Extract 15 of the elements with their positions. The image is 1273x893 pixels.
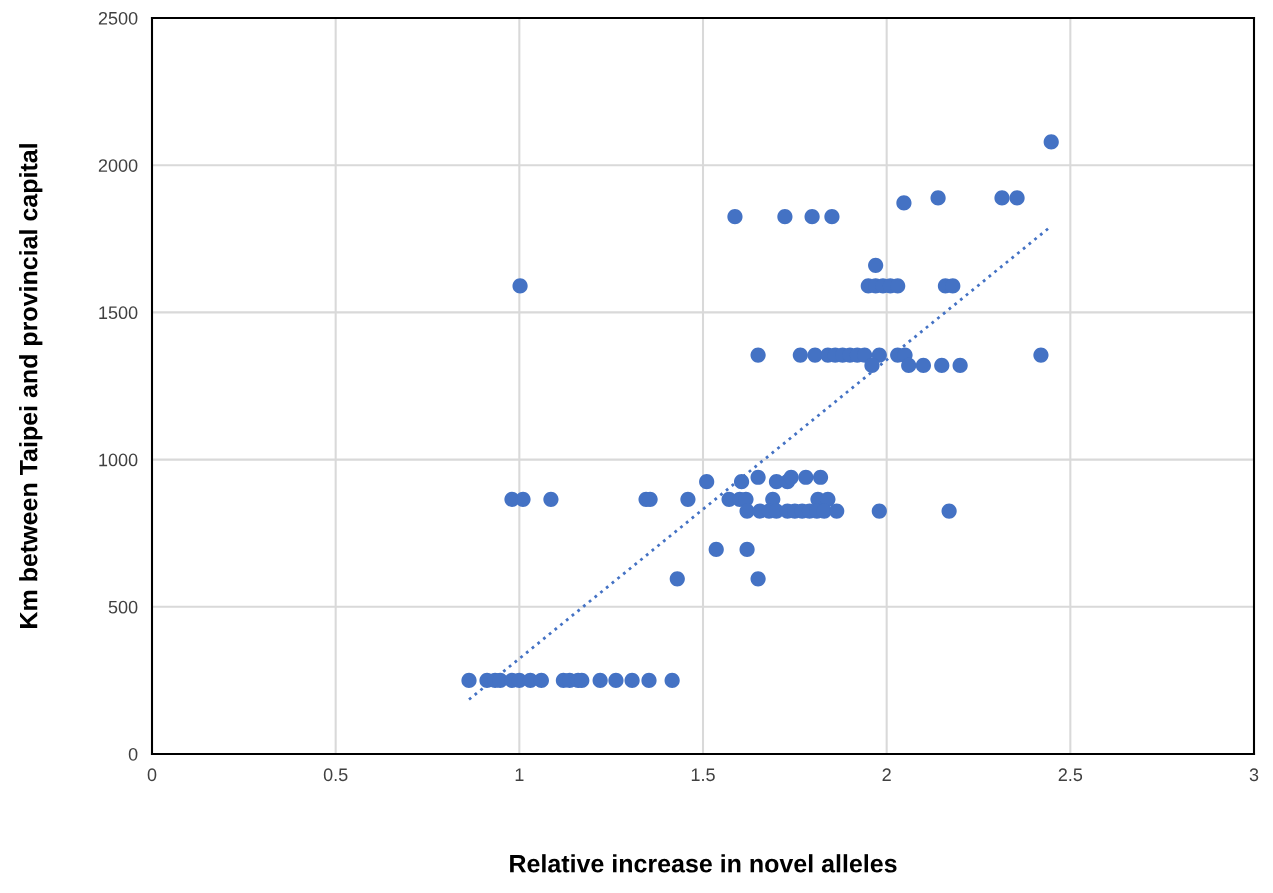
- x-axis-title: Relative increase in novel alleles: [510, 854, 897, 873]
- x-tick-label: 2.5: [1058, 768, 1083, 782]
- y-tick-label: 1500: [99, 306, 138, 320]
- x-tick-label: 0.5: [323, 768, 348, 782]
- y-tick-label: 1000: [99, 453, 138, 467]
- y-axis-title: Km between Taipei and provincial capital: [19, 144, 43, 628]
- y-tick-label: 500: [108, 600, 138, 614]
- x-tick-label: 0: [147, 768, 157, 782]
- x-tick-label: 1.5: [691, 768, 715, 782]
- y-tick-label: 2000: [98, 159, 138, 172]
- x-tick-label: 3: [1249, 768, 1259, 782]
- x-tick-label: 2: [882, 768, 891, 781]
- y-tick-label: 0: [128, 747, 138, 761]
- x-tick-label: 1: [515, 768, 524, 781]
- y-tick-label: 2500: [98, 11, 138, 25]
